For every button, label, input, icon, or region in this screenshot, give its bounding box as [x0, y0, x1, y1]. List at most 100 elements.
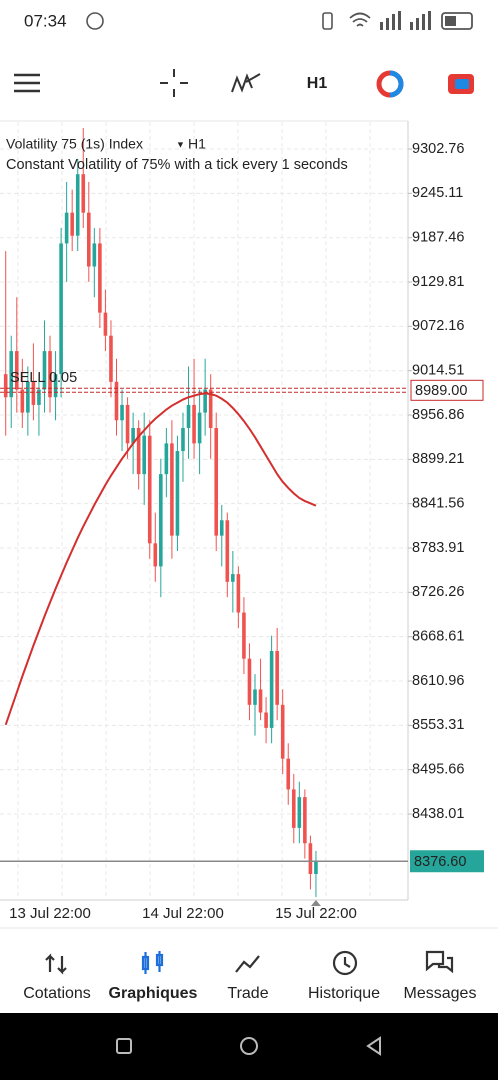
- candle-body: [247, 658, 252, 705]
- candle-body: [197, 412, 202, 444]
- candle-body: [303, 797, 307, 844]
- candle-body: [9, 351, 14, 398]
- nav-item[interactable]: Graphiques: [109, 985, 198, 1002]
- candle-body: [48, 351, 52, 398]
- nav-item[interactable]: Historique: [308, 985, 380, 1002]
- trade-button[interactable]: [448, 74, 474, 94]
- symbol-dropdown[interactable]: ▼: [176, 139, 185, 149]
- candle-body: [114, 381, 119, 421]
- candle-body: [75, 174, 80, 236]
- last-bar-marker: [310, 900, 321, 906]
- nav-item[interactable]: Messages: [404, 985, 477, 1002]
- candle-body: [258, 689, 263, 713]
- candle-body: [31, 381, 36, 405]
- candle-body: [308, 843, 313, 875]
- candle-body: [280, 704, 285, 759]
- chart-subtitle: Constant Volatility of 75% with a tick e…: [6, 157, 348, 173]
- candle-body: [59, 243, 63, 375]
- candle-body: [70, 212, 74, 236]
- plot: 9302.76 9245.11 9187.46 9129.81 9072.16 9014.…: [0, 122, 484, 922]
- candle-body: [147, 435, 152, 544]
- candle-body: [192, 404, 196, 444]
- candle-body: [42, 351, 47, 390]
- timeframe-button[interactable]: H1: [307, 75, 328, 92]
- y-tick-label: 8956.86: [412, 407, 464, 423]
- y-tick-label: 8553.31: [412, 717, 464, 733]
- recents-button[interactable]: [116, 1038, 132, 1054]
- indicators-button[interactable]: [231, 73, 261, 93]
- last-price-label: 8376.60: [414, 854, 466, 870]
- y-tick-label: 9129.81: [412, 274, 464, 290]
- home-button[interactable]: [240, 1037, 258, 1055]
- candle-body: [64, 212, 69, 244]
- candle-body: [109, 335, 113, 382]
- nav-item[interactable]: Trade: [227, 985, 268, 1002]
- candle-body: [269, 650, 274, 728]
- y-tick-label: 9302.76: [412, 141, 464, 157]
- candle-body: [159, 474, 163, 567]
- y-tick-label: 9245.11: [412, 185, 463, 201]
- candle-body: [92, 243, 97, 267]
- menu-button[interactable]: [14, 73, 40, 93]
- status-time: 07:34: [24, 11, 67, 30]
- y-tick-label: 8438.01: [412, 806, 464, 822]
- nav-icons: [45, 950, 454, 976]
- candle-body: [236, 574, 241, 613]
- candle-body: [53, 374, 58, 398]
- x-tick-label: 15 Jul 22:00: [275, 905, 357, 922]
- candle-body: [175, 451, 180, 536]
- candle-body: [14, 351, 19, 390]
- chart-timeframe: H1: [188, 136, 206, 152]
- candle-body: [3, 374, 8, 398]
- objects-button[interactable]: [376, 70, 404, 98]
- candle-body: [219, 520, 224, 536]
- candle-body: [120, 404, 124, 421]
- candle-body: [186, 404, 191, 428]
- order-label: SELL 0.05: [10, 370, 77, 386]
- y-tick-label: 8668.61: [412, 629, 464, 645]
- candle-body: [208, 389, 213, 428]
- bottom-nav: Cotations Graphiques Trade Historique Messag…: [23, 985, 476, 1002]
- back-button[interactable]: [366, 1036, 381, 1056]
- order-price-label: 8989.00: [415, 383, 467, 399]
- nav-item[interactable]: Cotations: [23, 985, 91, 1002]
- candle-body: [314, 861, 318, 875]
- candle-body: [136, 427, 141, 475]
- candle-body: [81, 174, 86, 213]
- crosshair-button[interactable]: [160, 69, 188, 97]
- candle-body: [181, 427, 185, 452]
- candle-body: [225, 520, 230, 582]
- y-tick-label: 8726.26: [412, 584, 464, 600]
- candle-body: [231, 574, 235, 582]
- candle-body: [103, 312, 108, 336]
- candle-body: [214, 427, 219, 536]
- order-price-box: [410, 379, 484, 401]
- candle-body: [203, 389, 207, 413]
- status-icon: [86, 12, 104, 30]
- y-tick-label: 9072.16: [412, 318, 464, 334]
- status-icons: [322, 11, 473, 30]
- y-tick-label: 9014.51: [412, 363, 464, 379]
- candle-body: [297, 797, 302, 828]
- moving-average: [4, 392, 317, 726]
- candle-body: [275, 650, 279, 705]
- x-tick-label: 13 Jul 22:00: [9, 905, 91, 922]
- symbol-title[interactable]: Volatility 75 (1s) Index: [6, 136, 143, 152]
- candle-body: [26, 381, 30, 413]
- candle-body: [153, 543, 158, 567]
- candle-body: [291, 789, 296, 828]
- y-tick-label: 8899.21: [412, 451, 464, 467]
- candle-body: [253, 689, 257, 705]
- system-nav: [0, 1013, 498, 1080]
- candle-body: [264, 712, 268, 728]
- y-tick-label: 9187.46: [412, 230, 464, 246]
- candle-body: [98, 243, 102, 313]
- y-tick-label: 8841.56: [412, 496, 464, 512]
- candle-body: [286, 758, 291, 790]
- candle-body: [87, 212, 91, 267]
- candle-body: [170, 443, 174, 536]
- last-price-box: [410, 850, 484, 873]
- candle-body: [125, 404, 130, 444]
